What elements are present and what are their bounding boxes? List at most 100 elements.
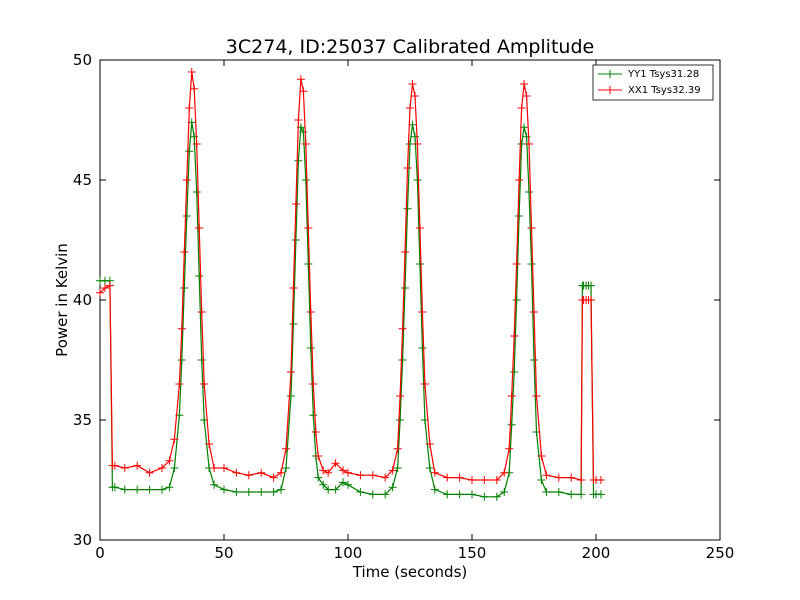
chart-title: 3C274, ID:25037 Calibrated Amplitude: [226, 36, 594, 58]
series-0-point-31: [286, 392, 295, 400]
series-1-point-72: [505, 444, 514, 453]
series-1-point-65: [430, 468, 439, 477]
series-1-point-44: [324, 468, 333, 477]
series-0-point-60: [413, 176, 422, 184]
x-tick-label-1: 50: [214, 544, 233, 562]
series-0-point-57: [406, 140, 414, 148]
x-tick-label-3: 150: [458, 544, 487, 562]
series-1-point-36: [299, 87, 308, 96]
series-1-point-61: [415, 224, 424, 232]
series-1-point-78: [520, 80, 529, 88]
series-0-point-54: [398, 356, 407, 364]
series-0-point-34: [294, 156, 303, 165]
series-1-point-20: [197, 308, 206, 316]
series-0-point-37: [301, 176, 310, 184]
series-1-point-1: [100, 284, 109, 292]
series-1-point-64: [425, 440, 434, 448]
series-0-point-29: [277, 485, 286, 494]
series-0-point-33: [291, 236, 300, 244]
series-1-point-25: [232, 468, 241, 477]
series-1-point-26: [244, 471, 253, 480]
series-1-point-10: [170, 435, 179, 444]
series-1-point-66: [443, 473, 452, 482]
series-1-point-73: [507, 392, 516, 400]
series-0-point-68: [468, 490, 476, 499]
series-1-point-30: [282, 444, 290, 453]
series-1-point-51: [388, 466, 397, 475]
series-0-point-15: [185, 147, 194, 156]
series-0-point-27: [257, 488, 266, 496]
series-1-point-5: [120, 464, 129, 472]
x-tick-label-4: 200: [582, 544, 611, 562]
series-0-point-96: [596, 490, 605, 499]
legend-marker-xx1: [606, 86, 614, 94]
series-1-point-23: [210, 464, 219, 472]
series-0-point-87: [567, 490, 576, 499]
series-0-point-23: [210, 480, 219, 489]
series-1-point-43: [319, 466, 328, 475]
y-tick-label-4: 50: [73, 51, 92, 69]
series-0-point-20: [197, 356, 206, 364]
series-0-point-71: [500, 488, 509, 496]
series-1-point-27: [257, 468, 266, 477]
series-0-point-44: [324, 485, 333, 494]
x-tick-label-0: 0: [95, 544, 105, 562]
series-0: [96, 118, 605, 501]
series-1-point-2: [105, 281, 114, 290]
series-1-point-12: [177, 324, 186, 333]
series-0-point-4: [110, 483, 119, 492]
series-1-point-6: [133, 461, 142, 470]
series-1-point-33: [291, 200, 300, 208]
series-1-point-24: [220, 464, 228, 472]
series-1-point-84: [537, 452, 546, 460]
series-0-point-82: [530, 356, 538, 364]
series-1-point-55: [401, 248, 410, 256]
series-1-point-74: [510, 332, 519, 340]
series-1-point-53: [396, 392, 405, 400]
series-0-point-25: [232, 488, 241, 496]
y-tick-label-1: 35: [73, 411, 92, 429]
series-1-point-58: [408, 80, 417, 88]
y-tick-label-3: 45: [73, 171, 92, 189]
series-1-point-69: [480, 476, 489, 484]
series-0-point-38: [304, 260, 313, 268]
series-0-point-26: [244, 488, 253, 496]
series-0-point-69: [480, 492, 489, 501]
series-0-point-88: [577, 490, 586, 499]
series-0-point-30: [282, 464, 290, 472]
series-1-point-67: [455, 473, 464, 482]
series-1-point-71: [500, 468, 509, 477]
series-1-point-16: [187, 68, 196, 76]
series-1-point-0: [96, 288, 104, 297]
series-1-point-79: [522, 92, 531, 100]
series-0-point-5: [120, 485, 129, 494]
legend-label-yy1: YY1 Tsys31.28: [627, 69, 699, 80]
series-1-point-37: [301, 140, 310, 148]
series-1-point-48: [356, 471, 365, 480]
series-1-point-80: [525, 140, 534, 148]
series-1-point-14: [182, 176, 191, 184]
series-0-point-8: [158, 485, 166, 494]
series-1-point-39: [306, 308, 315, 316]
series-1-point-49: [368, 471, 377, 480]
series-0-point-65: [430, 485, 439, 494]
series-0-point-24: [220, 485, 228, 494]
series-0-point-70: [492, 492, 501, 501]
series-0-point-18: [192, 188, 201, 196]
series-0-point-48: [356, 488, 365, 496]
legend-marker-yy1: [606, 70, 614, 78]
series-1-point-86: [554, 473, 563, 482]
series-0-point-61: [415, 260, 424, 268]
series-0-point-49: [368, 490, 377, 499]
series-1-point-40: [309, 380, 318, 388]
y-tick-label-0: 30: [73, 531, 92, 549]
series-1-point-76: [515, 176, 524, 184]
series-1-point-29: [277, 468, 286, 477]
series-1-point-46: [339, 466, 348, 475]
series-1-point-47: [344, 468, 352, 477]
series-1-point-75: [512, 260, 521, 268]
x-tick-label-2: 100: [334, 544, 363, 562]
series-0-point-14: [182, 212, 191, 220]
series-1-point-60: [413, 140, 422, 148]
